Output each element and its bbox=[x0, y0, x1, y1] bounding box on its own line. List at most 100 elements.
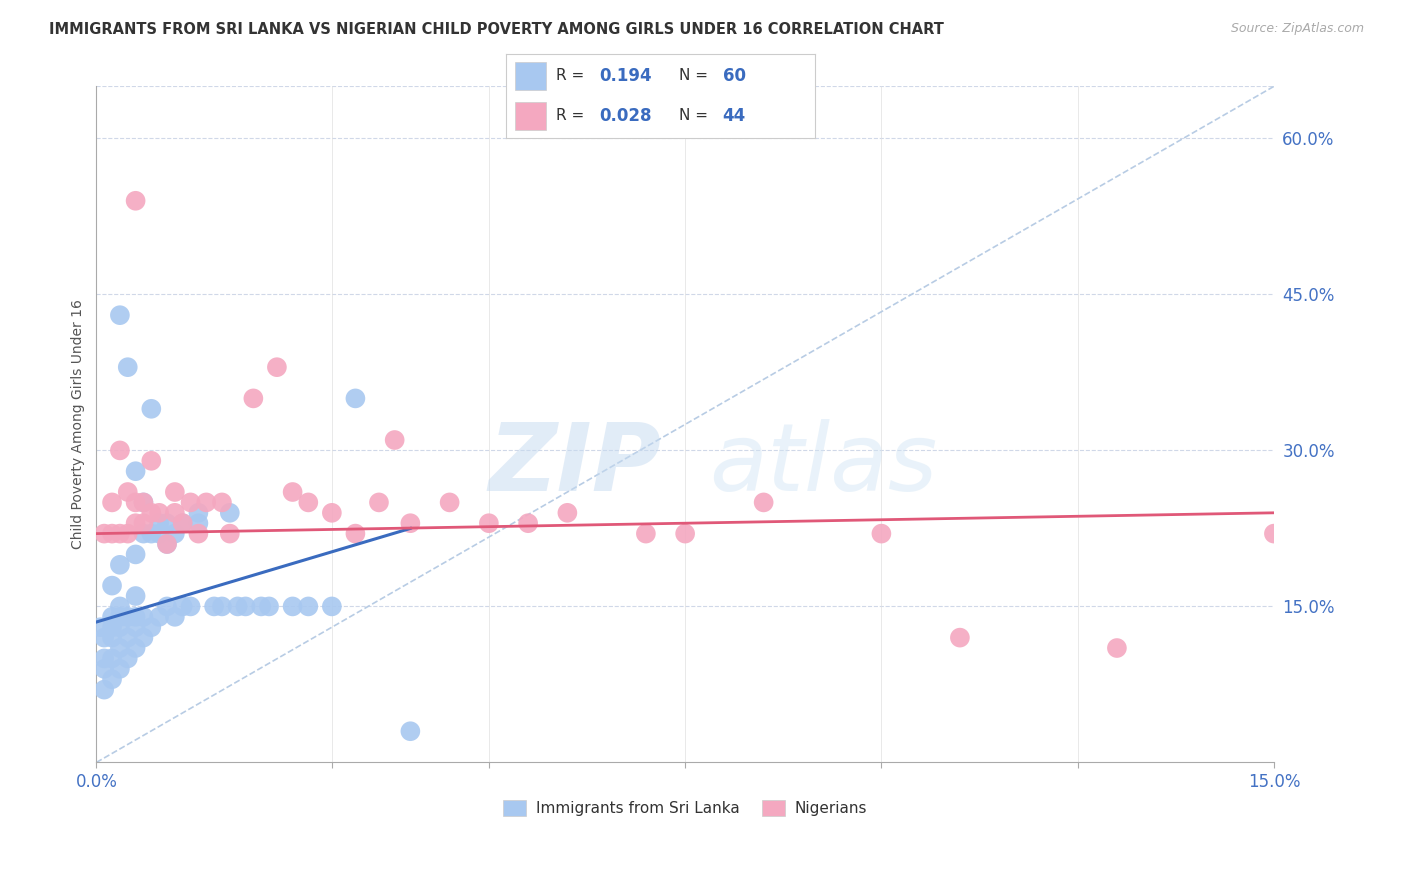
Point bbox=[949, 631, 972, 645]
Point bbox=[124, 495, 146, 509]
Point bbox=[108, 620, 131, 634]
Point bbox=[163, 506, 186, 520]
FancyBboxPatch shape bbox=[516, 102, 547, 130]
Text: R =: R = bbox=[555, 69, 589, 84]
Point bbox=[108, 662, 131, 676]
Point bbox=[93, 682, 115, 697]
Point bbox=[235, 599, 257, 614]
Point bbox=[124, 589, 146, 603]
Point bbox=[517, 516, 540, 531]
Point bbox=[321, 599, 343, 614]
Point bbox=[93, 526, 115, 541]
FancyBboxPatch shape bbox=[516, 62, 547, 90]
Point bbox=[187, 506, 209, 520]
Point bbox=[101, 526, 124, 541]
Point bbox=[281, 485, 304, 500]
Point bbox=[399, 724, 422, 739]
Point bbox=[148, 506, 170, 520]
Point bbox=[218, 506, 240, 520]
Point bbox=[108, 526, 131, 541]
Point bbox=[399, 516, 422, 531]
Point bbox=[195, 495, 218, 509]
Point bbox=[478, 516, 501, 531]
Point bbox=[117, 360, 139, 375]
Point bbox=[148, 526, 170, 541]
Point bbox=[156, 516, 179, 531]
Point bbox=[93, 651, 115, 665]
Legend: Immigrants from Sri Lanka, Nigerians: Immigrants from Sri Lanka, Nigerians bbox=[498, 794, 873, 822]
Text: ZIP: ZIP bbox=[489, 419, 662, 511]
Point bbox=[89, 620, 111, 634]
Text: IMMIGRANTS FROM SRI LANKA VS NIGERIAN CHILD POVERTY AMONG GIRLS UNDER 16 CORRELA: IMMIGRANTS FROM SRI LANKA VS NIGERIAN CH… bbox=[49, 22, 943, 37]
Point bbox=[344, 526, 367, 541]
Text: N =: N = bbox=[679, 108, 713, 123]
Point bbox=[124, 548, 146, 562]
Point bbox=[163, 526, 186, 541]
Point bbox=[172, 599, 194, 614]
Point bbox=[557, 506, 579, 520]
Point bbox=[124, 620, 146, 634]
Point bbox=[870, 526, 893, 541]
Point bbox=[156, 599, 179, 614]
Text: 60: 60 bbox=[723, 67, 745, 85]
Point bbox=[344, 392, 367, 406]
Point bbox=[101, 620, 124, 634]
Point bbox=[132, 526, 155, 541]
Point bbox=[101, 610, 124, 624]
Point bbox=[752, 495, 775, 509]
Point bbox=[172, 516, 194, 531]
Point bbox=[101, 495, 124, 509]
Point bbox=[132, 631, 155, 645]
Point bbox=[101, 631, 124, 645]
Point bbox=[117, 651, 139, 665]
Point bbox=[117, 485, 139, 500]
Point bbox=[297, 495, 319, 509]
Point bbox=[132, 516, 155, 531]
Point bbox=[148, 516, 170, 531]
Text: Source: ZipAtlas.com: Source: ZipAtlas.com bbox=[1230, 22, 1364, 36]
Point bbox=[211, 599, 233, 614]
Point bbox=[187, 516, 209, 531]
Point bbox=[101, 651, 124, 665]
Text: R =: R = bbox=[555, 108, 589, 123]
Point bbox=[297, 599, 319, 614]
Point bbox=[132, 610, 155, 624]
Point bbox=[156, 537, 179, 551]
Point bbox=[93, 631, 115, 645]
Text: N =: N = bbox=[679, 69, 713, 84]
Point bbox=[180, 599, 202, 614]
Point bbox=[281, 599, 304, 614]
Point bbox=[108, 558, 131, 572]
Point bbox=[202, 599, 225, 614]
Point bbox=[132, 495, 155, 509]
Point bbox=[1263, 526, 1285, 541]
Point bbox=[124, 516, 146, 531]
Point bbox=[384, 433, 406, 447]
Point bbox=[117, 631, 139, 645]
Point bbox=[101, 579, 124, 593]
Point bbox=[148, 610, 170, 624]
Point bbox=[141, 526, 163, 541]
Point bbox=[108, 599, 131, 614]
Point bbox=[124, 640, 146, 655]
Point bbox=[141, 401, 163, 416]
Point bbox=[257, 599, 280, 614]
Point bbox=[108, 610, 131, 624]
Point bbox=[141, 454, 163, 468]
Text: atlas: atlas bbox=[709, 419, 936, 510]
Point bbox=[163, 610, 186, 624]
Point bbox=[124, 464, 146, 478]
Point bbox=[187, 526, 209, 541]
Point bbox=[141, 620, 163, 634]
Point bbox=[124, 610, 146, 624]
Point bbox=[321, 506, 343, 520]
Point bbox=[218, 526, 240, 541]
Point bbox=[211, 495, 233, 509]
Point bbox=[163, 485, 186, 500]
Point bbox=[172, 516, 194, 531]
Point bbox=[673, 526, 696, 541]
Point bbox=[108, 443, 131, 458]
Point bbox=[250, 599, 273, 614]
Point bbox=[266, 360, 288, 375]
Point bbox=[108, 308, 131, 322]
